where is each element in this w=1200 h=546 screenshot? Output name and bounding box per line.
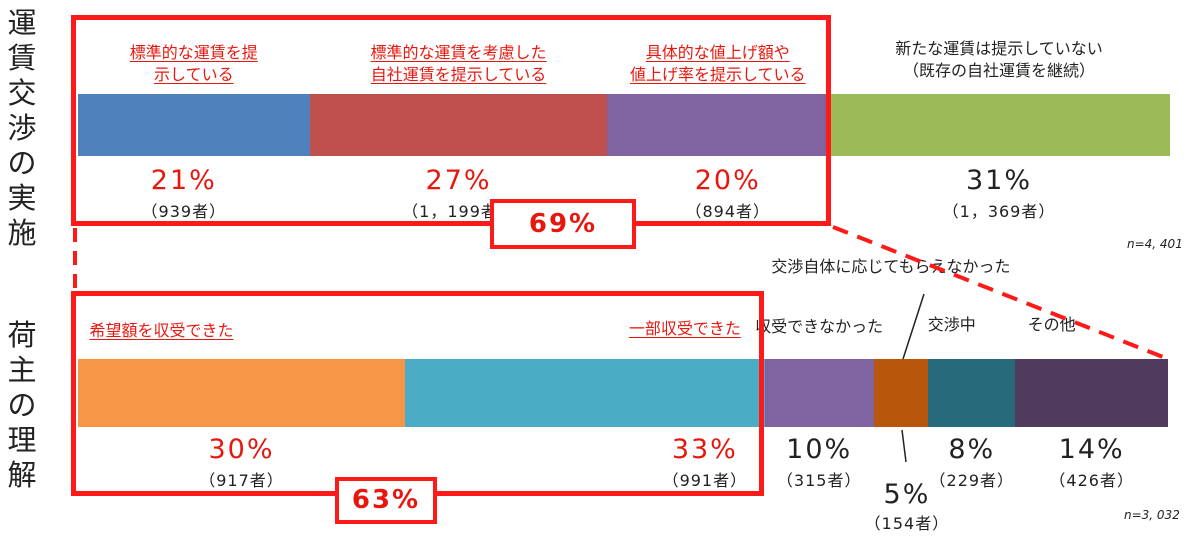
bar-segment [1015, 359, 1169, 427]
count-label: （939者） [141, 202, 227, 221]
top-sample-note: n=4, 401 [1127, 237, 1183, 251]
value-label: 5% [883, 479, 931, 510]
segment-label-line: 交渉自体に応じてもらえなかった [771, 257, 1011, 276]
value-label: 10% [786, 434, 853, 465]
side-char: 理 [7, 423, 37, 457]
segment-label: 具体的な値上げ額や 値上げ率を提示している [588, 42, 848, 86]
leader-line-negotiation-refused-top [902, 293, 925, 360]
side-char: 荷 [7, 318, 37, 352]
segment-label-line: 収受できなかった [755, 317, 884, 336]
top-total-highlight: 69% [490, 199, 636, 249]
value-label: 8% [948, 434, 996, 465]
segment-label-line: 自社運賃を提示している [370, 65, 547, 84]
segment-label-line: 希望額を収受できた [89, 321, 234, 340]
segment-label: 収受できなかった [729, 316, 909, 338]
segment-label-line: 値上げ率を提示している [629, 65, 806, 84]
value-label: 27% [425, 165, 492, 196]
side-char: の [7, 146, 37, 180]
top-highlight-frame [71, 15, 831, 226]
segment-label-line: 示している [154, 65, 234, 84]
segment-label: 標準的な運賃を考慮した 自社運賃を提示している [309, 42, 609, 86]
count-label: （894者） [685, 202, 771, 221]
top-row-label: 運賃交渉の実施 [4, 6, 40, 251]
count-label: （426者） [1049, 471, 1134, 490]
count-label: （1，369者） [942, 202, 1056, 221]
side-char: 主 [7, 353, 37, 387]
bar-segment [928, 359, 1016, 427]
bar-segment [309, 94, 608, 156]
value-label: 30% [208, 434, 275, 465]
count-label: （1，199者） [402, 202, 515, 221]
side-char: 施 [7, 216, 37, 250]
segment-label-line: 具体的な値上げ額や [645, 43, 790, 62]
count-label: （917者） [199, 471, 284, 490]
side-char: 実 [7, 181, 37, 215]
segment-label: 標準的な運賃を提 示している [79, 42, 309, 86]
segment-label: 希望額を収受できた [32, 320, 292, 342]
segment-label-line: 標準的な運賃を考慮した [370, 43, 547, 62]
segment-label: 交渉自体に応じてもらえなかった [731, 256, 1051, 278]
side-char: 解 [7, 458, 37, 492]
side-char: 運 [7, 6, 37, 40]
bar-segment [78, 94, 311, 156]
bar-segment [405, 359, 766, 427]
right-dashed-connector [832, 225, 1164, 359]
segment-label-line: （既存の自社運賃を継続） [903, 61, 1096, 80]
bar-segment [828, 94, 1171, 156]
segment-label: 新たな運賃は提示していない （既存の自社運賃を継続） [849, 38, 1149, 82]
segment-label-line: 一部収受できた [628, 319, 741, 338]
segment-label: 一部収受できた [555, 318, 815, 340]
leader-line-negotiation-refused-bottom [901, 429, 907, 463]
segment-label: 交渉中 [892, 314, 1012, 336]
bar-segment [78, 359, 406, 427]
bar-segment [873, 359, 929, 427]
bottom-total-highlight: 63% [335, 477, 437, 524]
side-char: 賃 [7, 41, 37, 75]
count-label: （154者） [864, 514, 950, 533]
value-label: 20% [694, 165, 761, 196]
value-label: 33% [671, 434, 738, 465]
segment-label-line: 交渉中 [927, 315, 976, 334]
value-label: 31% [966, 165, 1033, 196]
segment-label-line: 新たな運賃は提示していない [895, 39, 1103, 58]
side-char: 渉 [7, 111, 37, 145]
side-char: の [7, 388, 37, 422]
side-char: 交 [7, 76, 37, 110]
bottom-row-label: 荷主の理解 [4, 318, 40, 493]
count-label: （315者） [776, 471, 862, 490]
value-label: 14% [1058, 434, 1125, 465]
count-label: （991者） [662, 471, 748, 490]
count-label: （229者） [929, 471, 1015, 490]
segment-label-line: 標準的な運賃を提 [129, 43, 258, 62]
bottom-sample-note: n=3, 032 [1124, 508, 1180, 522]
bar-segment [607, 94, 829, 156]
value-label: 21% [150, 165, 217, 196]
bar-segment [764, 359, 875, 427]
